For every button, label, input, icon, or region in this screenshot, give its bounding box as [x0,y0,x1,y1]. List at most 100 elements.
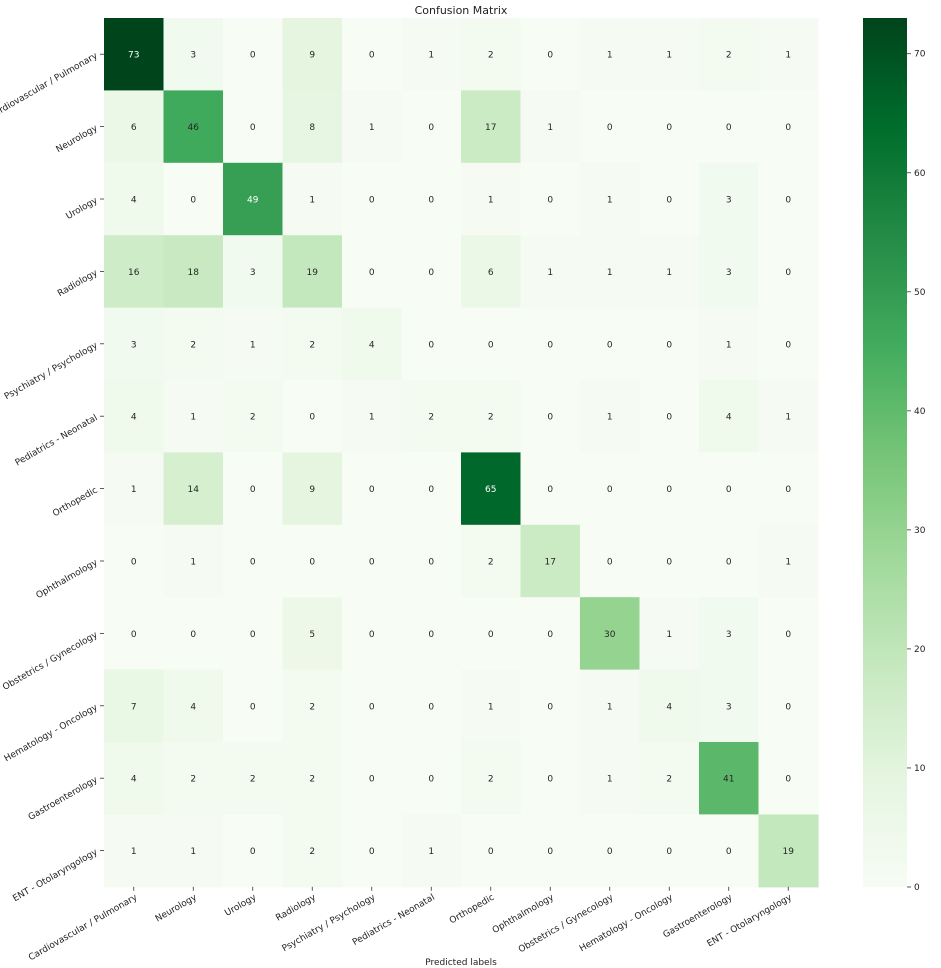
cell-value-label: 0 [488,630,494,640]
cell-value-label: 0 [547,196,553,206]
cell-value-label: 1 [488,702,494,712]
heatmap-cell [104,18,165,91]
cell-value-label: 0 [250,630,256,640]
heatmap-cell [163,18,224,91]
cell-value-label: 1 [666,268,672,278]
x-axis: Cardiovascular / Pulmonary Neurology Urolo… [27,886,794,963]
heatmap-cell [461,452,522,526]
heatmap-cell [520,380,581,453]
y-tick-label: Obstetrics / Gynecology [1,630,100,693]
y-tick-label: Ophthalmology [35,558,100,602]
heatmap-cell [223,18,284,91]
heatmap-cell [580,90,641,164]
heatmap-cell [104,235,165,309]
cell-value-label: 0 [726,123,732,133]
heatmap-cell [401,90,462,164]
cell-value-label: 1 [131,847,137,857]
cell-value-label: 0 [488,340,494,350]
heatmap-cell [758,235,819,309]
heatmap-cell [342,597,403,671]
cell-value-label: 19 [307,268,319,278]
heatmap-cell [699,597,760,671]
heatmap-cell [342,669,403,743]
cell-value-label: 1 [428,51,434,61]
colorbar: 0 10 20 30 40 50 60 70 [863,18,926,893]
heatmap-cell [163,742,224,815]
heatmap-cell [163,597,224,671]
cell-value-label: 0 [607,485,613,495]
heatmap-cell [282,307,343,381]
heatmap-cell [758,162,819,236]
cell-value-label: 0 [190,196,196,206]
cell-value-label: 0 [607,558,613,568]
cell-value-label: 0 [785,340,791,350]
cell-value-label: 0 [428,702,434,712]
heatmap-cell [461,235,522,309]
cell-value-label: 1 [607,775,613,785]
heatmap-cell [758,90,819,164]
heatmap-cell [580,814,641,888]
heatmap-cell [223,814,284,888]
cell-value-label: 0 [547,630,553,640]
heatmap-cell [461,18,522,91]
heatmap-cell [758,669,819,743]
x-tick-label: Orthopedic [448,893,496,927]
heatmap-cell [639,18,700,91]
heatmap-cell [580,524,641,598]
x-tick-label: Urology [223,892,259,918]
colorbar-tick-label: 10 [914,764,926,774]
cell-value-label: 0 [547,340,553,350]
heatmap-cell [580,307,641,381]
heatmap-cell [461,380,522,453]
heatmap-cell [401,18,462,91]
cell-value-label: 1 [785,558,791,568]
cell-value-label: 1 [250,340,256,350]
heatmap-cell [461,814,522,888]
cell-value-label: 1 [369,413,375,423]
heatmap-cell [461,669,522,743]
cell-value-label: 0 [369,51,375,61]
heatmap-cell [223,452,284,526]
heatmap-cell [401,162,462,236]
cell-value-label: 0 [785,630,791,640]
cell-value-label: 0 [726,558,732,568]
cell-value-label: 0 [726,485,732,495]
heatmap-cell [282,669,343,743]
cell-value-label: 49 [247,196,259,206]
cell-value-label: 2 [309,702,315,712]
cell-value-label: 1 [607,268,613,278]
y-tick-label: Pediatrics - Neonatal [14,413,100,468]
y-tick-label: Hematology - Oncology [3,702,100,764]
y-tick-label: Neurology [55,123,100,155]
cell-value-label: 1 [190,558,196,568]
y-tick-label: Psychiatry / Psychology [3,340,100,402]
cell-value-label: 4 [726,413,732,423]
cell-value-label: 73 [128,51,139,61]
cell-value-label: 0 [428,268,434,278]
heatmap-cell [282,18,343,91]
cell-value-label: 9 [309,51,315,61]
cell-value-label: 1 [547,268,553,278]
cell-value-label: 0 [131,558,137,568]
cell-value-label: 0 [428,558,434,568]
heatmap-cell [223,235,284,309]
x-axis-label: Predicted labels [425,958,497,968]
heatmap-cell [104,669,165,743]
cell-value-label: 0 [369,558,375,568]
heatmap-cell [758,742,819,815]
cell-value-label: 0 [369,485,375,495]
cell-value-label: 0 [250,485,256,495]
cell-value-label: 0 [369,702,375,712]
y-tick-label: Orthopedic [51,486,99,520]
heatmap-cell [699,90,760,164]
cell-value-label: 0 [250,702,256,712]
heatmap-cell-labels: 73 3 0 9 0 1 2 0 1 1 2 16 46 0 8 1 0 17 1 0 0 0 04 0 49 1 0 0 1 0 1 0 3 0… [128,51,794,857]
heatmap-cell [104,90,165,164]
cell-value-label: 0 [250,558,256,568]
cell-value-label: 3 [190,51,196,61]
heatmap-cell [520,235,581,309]
cell-value-label: 1 [190,413,196,423]
heatmap-cell [401,597,462,671]
cell-value-label: 2 [428,413,434,423]
cell-value-label: 17 [545,558,556,568]
